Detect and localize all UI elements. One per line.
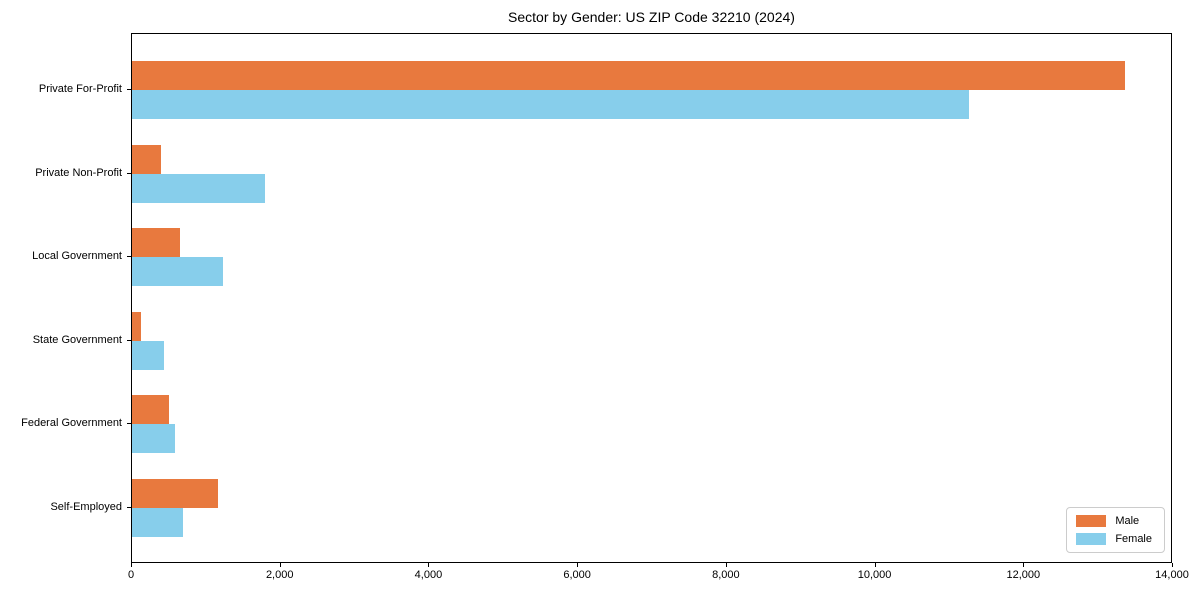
x-tick-mark bbox=[1023, 563, 1025, 567]
female-color-swatch bbox=[1076, 533, 1107, 545]
y-tick-label: State Government bbox=[32, 333, 122, 346]
bar-female bbox=[132, 257, 223, 287]
bar-male bbox=[132, 228, 180, 258]
y-tick-mark bbox=[127, 172, 131, 174]
x-tick-mark bbox=[874, 563, 876, 567]
chart-title: Sector by Gender: US ZIP Code 32210 (202… bbox=[508, 9, 795, 25]
y-tick-mark bbox=[127, 256, 131, 258]
bar-female bbox=[132, 508, 184, 537]
y-tick-label: Private For-Profit bbox=[38, 83, 122, 95]
bar-male bbox=[132, 395, 170, 425]
x-tick-label: 14,000 bbox=[1155, 569, 1189, 581]
y-tick-mark bbox=[127, 339, 131, 341]
y-tick-mark bbox=[127, 507, 131, 508]
bar-female bbox=[132, 90, 969, 119]
bar-male bbox=[132, 479, 219, 508]
y-tick-label: Private Non-Profit bbox=[35, 166, 122, 179]
bar-male bbox=[132, 144, 161, 174]
bar-female bbox=[132, 340, 164, 370]
x-tick-label: 12,000 bbox=[1006, 569, 1041, 581]
x-tick-mark bbox=[577, 563, 579, 567]
x-tick-mark bbox=[131, 563, 132, 567]
x-tick-label: 10,000 bbox=[857, 569, 892, 581]
x-tick-mark bbox=[1172, 563, 1173, 567]
legend-item-male: Male bbox=[1076, 515, 1152, 527]
x-tick-mark bbox=[428, 563, 430, 567]
x-tick-label: 0 bbox=[127, 569, 135, 581]
x-tick-mark bbox=[725, 563, 727, 567]
y-tick-mark bbox=[127, 423, 131, 425]
x-tick-label: 6,000 bbox=[563, 569, 591, 581]
legend: Male Female bbox=[1066, 507, 1165, 553]
bar-male bbox=[132, 311, 141, 341]
y-tick-label: Local Government bbox=[32, 250, 122, 263]
legend-label-female: Female bbox=[1115, 533, 1152, 545]
legend-label-male: Male bbox=[1115, 515, 1140, 527]
y-tick-label: Self-Employed bbox=[50, 501, 122, 513]
bar-female bbox=[132, 173, 266, 203]
legend-item-female: Female bbox=[1076, 533, 1152, 545]
x-tick-label: 2,000 bbox=[265, 569, 294, 581]
male-color-swatch bbox=[1076, 515, 1107, 527]
bar-female bbox=[132, 424, 176, 454]
y-tick-label: Federal Government bbox=[21, 417, 122, 430]
x-tick-label: 8,000 bbox=[712, 569, 740, 581]
plot-area bbox=[131, 33, 1172, 563]
y-tick-mark bbox=[127, 89, 131, 90]
bar-male bbox=[132, 61, 1125, 90]
x-tick-mark bbox=[279, 563, 281, 567]
x-tick-label: 4,000 bbox=[414, 569, 443, 581]
